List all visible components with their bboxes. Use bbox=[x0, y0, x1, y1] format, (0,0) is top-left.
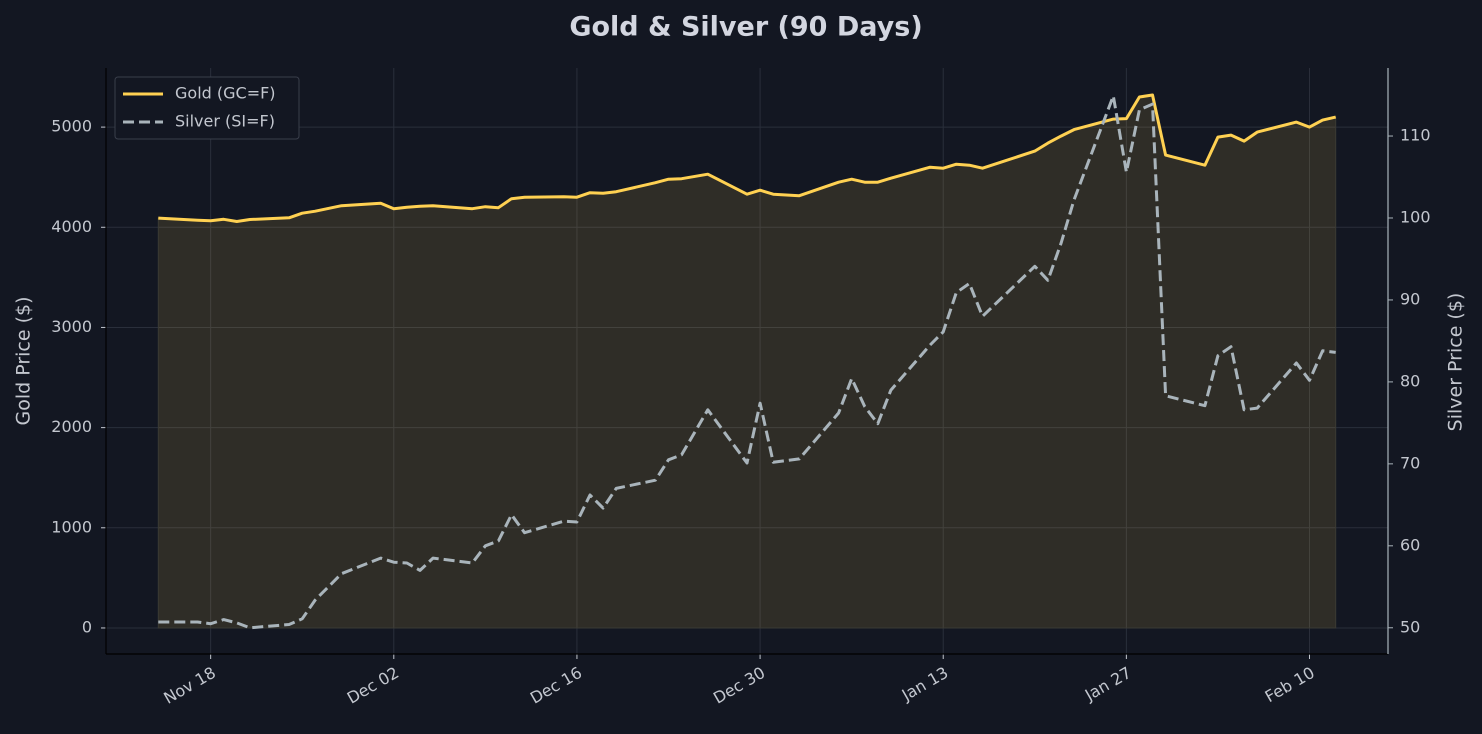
legend-label: Gold (GC=F) bbox=[175, 84, 276, 103]
y2-tick-label: 100 bbox=[1400, 207, 1431, 226]
y-tick-label: 3000 bbox=[51, 317, 92, 336]
y2-tick-label: 70 bbox=[1400, 453, 1420, 472]
y2-tick-label: 110 bbox=[1400, 126, 1431, 145]
chart-title: Gold & Silver (90 Days) bbox=[569, 12, 922, 43]
y-tick-label: 4000 bbox=[51, 217, 92, 236]
y-tick-label: 5000 bbox=[51, 117, 92, 136]
y2-axis-label: Silver Price ($) bbox=[1445, 293, 1467, 432]
y2-tick-label: 60 bbox=[1400, 535, 1420, 554]
y2-tick-label: 90 bbox=[1400, 289, 1420, 308]
y2-tick-label: 50 bbox=[1400, 617, 1420, 636]
y-tick-label: 0 bbox=[82, 617, 92, 636]
line bbox=[158, 93, 1337, 223]
y-tick-label: 2000 bbox=[51, 417, 92, 436]
legend-label: Silver (SI=F) bbox=[175, 112, 275, 131]
y-tick-label: 1000 bbox=[51, 517, 92, 536]
line bbox=[158, 94, 1336, 630]
y2-tick-label: 80 bbox=[1400, 371, 1420, 390]
y-axis-label: Gold Price ($) bbox=[13, 296, 35, 425]
